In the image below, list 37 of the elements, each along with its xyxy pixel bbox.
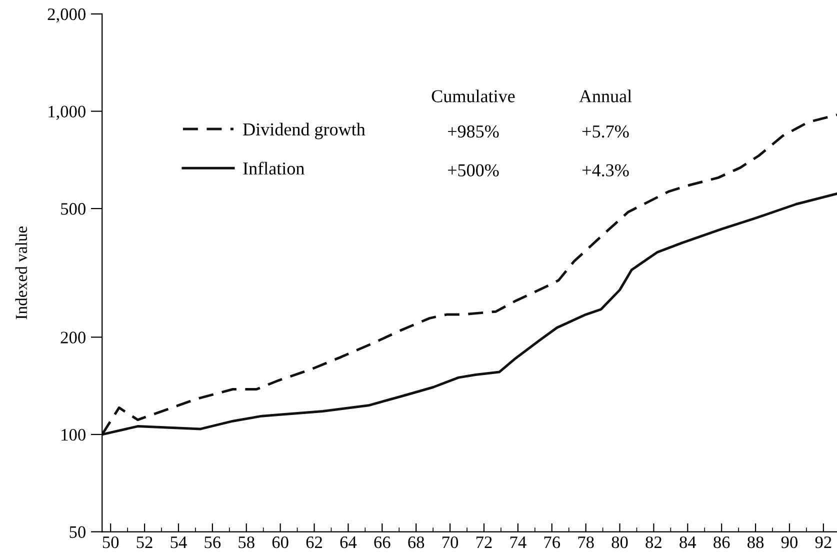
annotation: +4.3%	[582, 164, 629, 176]
legend-label: Dividend growth	[243, 122, 366, 140]
x-tick-label: 80	[612, 536, 628, 548]
x-tick-label: 72	[476, 536, 492, 548]
x-tick-label: 66	[374, 536, 390, 548]
y-tick-label: 100	[62, 428, 86, 441]
x-tick-label: 56	[204, 536, 221, 548]
y-tick-label: 2,000	[48, 8, 86, 23]
legend-label: Inflation	[243, 162, 304, 175]
x-tick-label: 50	[102, 536, 119, 548]
y-tick-label: 50	[70, 526, 86, 538]
x-tick-label: 64	[340, 536, 357, 548]
x-tick-label: 52	[136, 536, 152, 548]
annotation: +500%	[448, 164, 499, 176]
x-tick-label: 76	[544, 536, 560, 548]
x-tick-label: 74	[510, 536, 526, 548]
x-tick-label: 82	[646, 536, 662, 548]
x-tick-label: 62	[306, 536, 322, 548]
x-tick-label: 92	[815, 536, 832, 548]
y-axis-title: Indexed value	[15, 226, 28, 320]
x-tick-label: 68	[408, 536, 424, 548]
x-tick-label: 90	[781, 536, 798, 548]
y-tick-label: 500	[61, 203, 86, 215]
x-tick-label: 88	[748, 536, 764, 548]
x-tick-label: 54	[170, 536, 187, 548]
x-tick-label: 60	[272, 536, 288, 548]
x-tick-label: 84	[680, 536, 696, 548]
y-tick-label: 1,000	[48, 106, 86, 120]
annotation: +985%	[448, 125, 499, 138]
y-tick-label: 200	[60, 332, 86, 344]
x-tick-label: 86	[714, 536, 730, 548]
x-tick-label: 58	[238, 536, 254, 548]
annotation: Cumulative	[432, 90, 515, 102]
x-tick-label: 70	[442, 536, 458, 548]
annotation: Annual	[579, 90, 632, 102]
x-tick-label: 78	[578, 536, 594, 548]
annotation: +5.7%	[582, 125, 629, 138]
